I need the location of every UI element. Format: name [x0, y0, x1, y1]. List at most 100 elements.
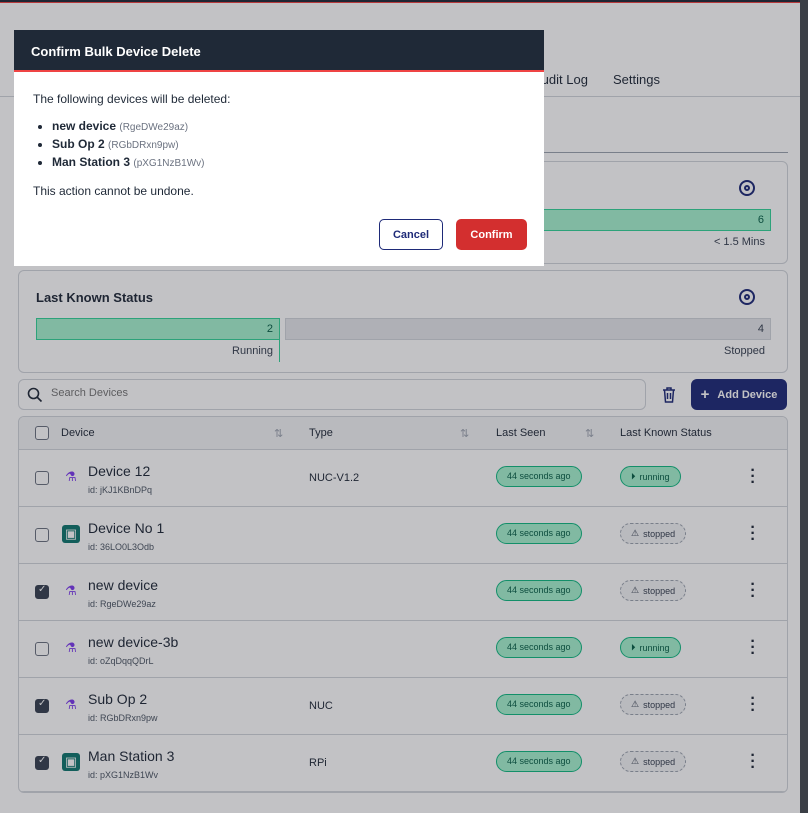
- device-name: Sub Op 2: [52, 137, 105, 151]
- kebab-menu-icon[interactable]: · · ·: [750, 633, 756, 662]
- row-checkbox[interactable]: [35, 471, 49, 485]
- dialog-title: Confirm Bulk Device Delete: [14, 30, 544, 72]
- tab-settings[interactable]: Settings: [613, 72, 660, 87]
- last-seen-badge: 44 seconds ago: [496, 694, 582, 715]
- chip-icon: ▣: [62, 525, 80, 543]
- status-badge: ⚠ stopped: [620, 694, 687, 715]
- table-row[interactable]: ⚗ Sub Op 2 id: RGbDRxn9pw NUC 44 seconds…: [19, 678, 787, 735]
- kebab-menu-icon[interactable]: · · ·: [750, 462, 756, 491]
- status-text: running: [639, 471, 670, 482]
- chip-icon: ▣: [62, 753, 80, 771]
- device-name: new device: [52, 119, 117, 133]
- flask-icon: ⚗: [65, 640, 77, 655]
- device-id: (RGbDRxn9pw): [108, 140, 179, 151]
- row-checkbox[interactable]: [35, 698, 49, 713]
- sort-icon[interactable]: ⇅: [585, 428, 595, 440]
- dialog-warning: This action cannot be undone.: [33, 184, 194, 198]
- device-id: (RgeDWe29az): [119, 122, 189, 133]
- table-row[interactable]: ⚗ new device-3b id: oZqDqqQDrL 44 second…: [19, 621, 787, 678]
- row-checkbox[interactable]: [35, 642, 49, 656]
- header-last-seen[interactable]: Last Seen: [496, 427, 546, 439]
- status-text: stopped: [643, 528, 676, 539]
- eye-icon[interactable]: [739, 180, 755, 196]
- header-device[interactable]: Device: [61, 427, 95, 439]
- warning-icon: ⚠: [631, 528, 640, 538]
- confirm-button[interactable]: Confirm: [456, 219, 527, 250]
- status-badge: ⏵ running: [620, 637, 681, 658]
- list-item: Sub Op 2 (RGbDRxn9pw): [52, 136, 525, 154]
- device-name: Man Station 3: [52, 155, 131, 169]
- status-text: stopped: [643, 585, 676, 596]
- search-input[interactable]: [51, 387, 611, 399]
- last-seen-badge: 44 seconds ago: [496, 637, 582, 658]
- header-type[interactable]: Type: [309, 427, 333, 439]
- device-name[interactable]: Man Station 3: [88, 748, 175, 764]
- running-marker: [279, 318, 280, 362]
- stopped-bar: 4: [285, 318, 771, 340]
- status-badge: ⚠ stopped: [620, 751, 687, 772]
- status-text: stopped: [643, 756, 676, 767]
- list-item: new device (RgeDWe29az): [52, 118, 525, 136]
- device-name[interactable]: new device: [88, 577, 159, 593]
- row-checkbox[interactable]: [35, 584, 49, 599]
- status-card: Last Known Status 2 Running 4 Stopped: [18, 270, 788, 373]
- table-row[interactable]: ⚗ new device id: RgeDWe29az 44 seconds a…: [19, 564, 787, 621]
- sort-icon[interactable]: ⇅: [460, 428, 470, 440]
- stopped-label: Stopped: [724, 345, 765, 357]
- kebab-menu-icon[interactable]: · · ·: [750, 690, 756, 719]
- running-label: Running: [232, 345, 273, 357]
- flask-icon: ⚗: [65, 469, 77, 484]
- search-icon: [27, 387, 43, 403]
- kebab-menu-icon[interactable]: · · ·: [750, 576, 756, 605]
- plus-icon: +: [700, 386, 710, 403]
- sort-icon[interactable]: ⇅: [274, 428, 284, 440]
- kebab-menu-icon[interactable]: · · ·: [750, 747, 756, 776]
- device-name[interactable]: new device-3b: [88, 634, 179, 650]
- tab-audit-log[interactable]: Audit Log: [533, 72, 588, 87]
- add-device-label: Add Device: [717, 388, 778, 401]
- device-id: id: pXG1NzB1Wv: [88, 770, 159, 780]
- add-device-button[interactable]: + Add Device: [691, 379, 787, 410]
- last-seen-badge: 44 seconds ago: [496, 523, 582, 544]
- flask-icon: ⚗: [65, 697, 77, 712]
- table-header: Device ⇅ Type ⇅ Last Seen ⇅ Last Known S…: [19, 417, 787, 450]
- top-bar: [0, 0, 808, 3]
- device-id: id: RGbDRxn9pw: [88, 713, 158, 723]
- device-id: id: oZqDqqQDrL: [88, 656, 154, 666]
- play-circle-icon: ⏵: [631, 642, 636, 652]
- warning-icon: ⚠: [631, 756, 640, 766]
- table-row[interactable]: ▣ Device No 1 id: 36LO0L3Odb 44 seconds …: [19, 507, 787, 564]
- warning-icon: ⚠: [631, 585, 640, 595]
- play-circle-icon: ⏵: [631, 471, 636, 481]
- row-checkbox[interactable]: [35, 528, 49, 542]
- select-all-checkbox[interactable]: [35, 426, 49, 440]
- device-type: NUC: [309, 700, 333, 712]
- trash-icon[interactable]: [661, 386, 677, 404]
- window-edge: [800, 0, 808, 813]
- device-name[interactable]: Sub Op 2: [88, 691, 148, 707]
- eye-icon[interactable]: [739, 289, 755, 305]
- status-text: stopped: [643, 699, 676, 710]
- list-item: Man Station 3 (pXG1NzB1Wv): [52, 154, 525, 172]
- dialog-intro: The following devices will be deleted:: [33, 92, 231, 106]
- device-name[interactable]: Device 12: [88, 463, 151, 479]
- table-row[interactable]: ⚗ Device 12 id: jKJ1KBnDPq NUC-V1.2 44 s…: [19, 450, 787, 507]
- status-card-title: Last Known Status: [36, 290, 154, 305]
- device-name[interactable]: Device No 1: [88, 520, 165, 536]
- row-checkbox[interactable]: [35, 755, 49, 770]
- device-type: NUC-V1.2: [309, 472, 360, 484]
- device-id: id: jKJ1KBnDPq: [88, 485, 153, 495]
- header-status: Last Known Status: [620, 427, 712, 439]
- last-seen-bar-label: < 1.5 Mins: [713, 236, 765, 248]
- confirm-delete-dialog: Confirm Bulk Device Delete The following…: [14, 30, 544, 266]
- last-seen-badge: 44 seconds ago: [496, 466, 582, 487]
- table-row[interactable]: ▣ Man Station 3 id: pXG1NzB1Wv RPi 44 se…: [19, 735, 787, 792]
- device-type: RPi: [309, 757, 327, 769]
- device-list: new device (RgeDWe29az) Sub Op 2 (RGbDRx…: [52, 118, 525, 172]
- status-text: running: [639, 642, 670, 653]
- kebab-menu-icon[interactable]: · · ·: [750, 519, 756, 548]
- cancel-button[interactable]: Cancel: [379, 219, 443, 250]
- search-box[interactable]: [18, 379, 646, 410]
- device-id: id: RgeDWe29az: [88, 599, 156, 609]
- last-seen-badge: 44 seconds ago: [496, 580, 582, 601]
